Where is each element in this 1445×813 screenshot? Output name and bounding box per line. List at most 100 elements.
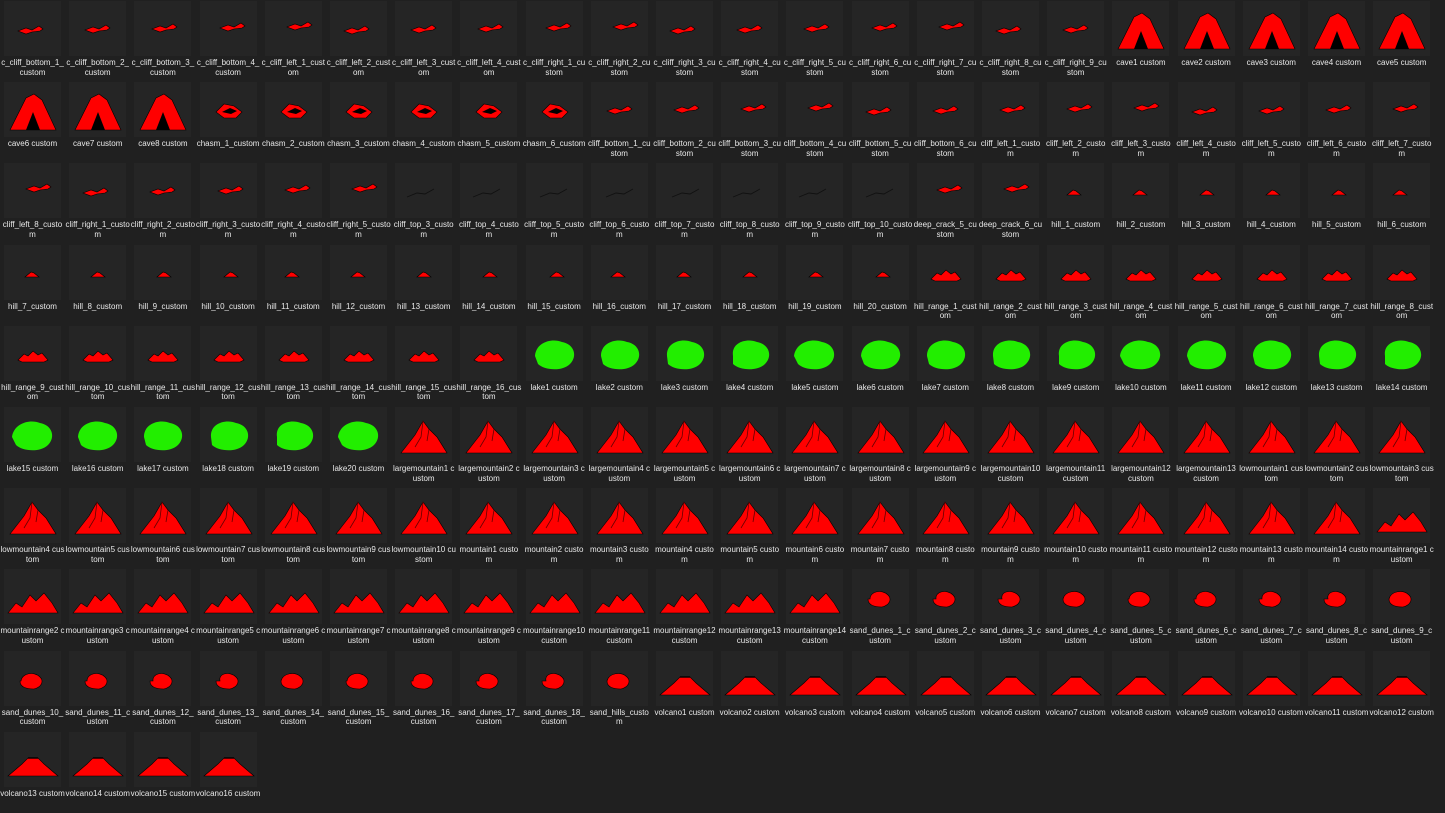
file-tile[interactable]: mountain4 custom <box>652 487 717 568</box>
file-tile[interactable]: c_cliff_right_8_custom <box>978 0 1043 81</box>
file-tile[interactable]: largemountain10 custom <box>978 406 1043 487</box>
file-tile[interactable]: volcano4 custom <box>848 650 913 731</box>
file-tile[interactable]: largemountain13 custom <box>1174 406 1239 487</box>
file-tile[interactable]: cliff_top_4_custom <box>456 162 521 243</box>
file-tile[interactable]: hill_4_custom <box>1239 162 1304 243</box>
file-tile[interactable]: sand_dunes_18_custom <box>522 650 587 731</box>
file-tile[interactable]: cliff_top_3_custom <box>391 162 456 243</box>
file-tile[interactable]: sand_dunes_7_custom <box>1239 568 1304 649</box>
file-tile[interactable]: c_cliff_right_3_custom <box>652 0 717 81</box>
file-tile[interactable]: sand_dunes_2_custom <box>913 568 978 649</box>
file-tile[interactable]: hill_13_custom <box>391 244 456 325</box>
file-tile[interactable]: mountainrange1 custom <box>1369 487 1434 568</box>
file-tile[interactable]: mountain12 custom <box>1174 487 1239 568</box>
file-tile[interactable]: lake18 custom <box>196 406 261 487</box>
file-tile[interactable]: largemountain8 custom <box>848 406 913 487</box>
file-tile[interactable]: c_cliff_right_4_custom <box>717 0 782 81</box>
file-tile[interactable]: cliff_left_5_custom <box>1239 81 1304 162</box>
file-tile[interactable]: mountain9 custom <box>978 487 1043 568</box>
file-tile[interactable]: lowmountain5 custom <box>65 487 130 568</box>
file-tile[interactable]: hill_range_6_custom <box>1239 244 1304 325</box>
file-tile[interactable]: sand_dunes_8_custom <box>1304 568 1369 649</box>
file-tile[interactable]: c_cliff_left_4_custom <box>456 0 521 81</box>
file-tile[interactable]: volcano2 custom <box>717 650 782 731</box>
file-tile[interactable]: sand_dunes_11_custom <box>65 650 130 731</box>
file-tile[interactable]: sand_dunes_9_custom <box>1369 568 1434 649</box>
file-tile[interactable]: largemountain4 custom <box>587 406 652 487</box>
file-tile[interactable]: lake10 custom <box>1108 325 1173 406</box>
file-tile[interactable]: mountainrange3 custom <box>65 568 130 649</box>
file-tile[interactable]: lowmountain6 custom <box>130 487 195 568</box>
file-tile[interactable]: sand_dunes_6_custom <box>1174 568 1239 649</box>
file-tile[interactable]: largemountain6 custom <box>717 406 782 487</box>
file-tile[interactable]: lowmountain4 custom <box>0 487 65 568</box>
file-tile[interactable]: mountain13 custom <box>1239 487 1304 568</box>
file-tile[interactable]: cave4 custom <box>1304 0 1369 81</box>
file-tile[interactable]: lake14 custom <box>1369 325 1434 406</box>
file-tile[interactable]: c_cliff_right_2_custom <box>587 0 652 81</box>
file-tile[interactable]: hill_range_8_custom <box>1369 244 1434 325</box>
file-tile[interactable]: c_cliff_right_1_custom <box>522 0 587 81</box>
file-tile[interactable]: hill_range_7_custom <box>1304 244 1369 325</box>
file-tile[interactable]: hill_15_custom <box>522 244 587 325</box>
file-tile[interactable]: lake19 custom <box>261 406 326 487</box>
file-tile[interactable]: sand_dunes_5_custom <box>1108 568 1173 649</box>
file-tile[interactable]: c_cliff_right_9_custom <box>1043 0 1108 81</box>
file-tile[interactable]: mountainrange14 custom <box>782 568 847 649</box>
file-tile[interactable]: mountainrange5 custom <box>196 568 261 649</box>
file-tile[interactable]: cliff_right_5_custom <box>326 162 391 243</box>
file-tile[interactable]: hill_9_custom <box>130 244 195 325</box>
file-tile[interactable]: hill_16_custom <box>587 244 652 325</box>
file-tile[interactable]: hill_1_custom <box>1043 162 1108 243</box>
file-tile[interactable]: hill_range_3_custom <box>1043 244 1108 325</box>
file-tile[interactable]: c_cliff_right_5_custom <box>782 0 847 81</box>
file-tile[interactable]: sand_dunes_17_custom <box>456 650 521 731</box>
file-tile[interactable]: largemountain2 custom <box>456 406 521 487</box>
file-tile[interactable]: lowmountain8 custom <box>261 487 326 568</box>
file-tile[interactable]: cave5 custom <box>1369 0 1434 81</box>
file-tile[interactable]: cliff_left_8_custom <box>0 162 65 243</box>
file-tile[interactable]: lake20 custom <box>326 406 391 487</box>
file-tile[interactable]: mountainrange9 custom <box>456 568 521 649</box>
file-tile[interactable]: hill_14_custom <box>456 244 521 325</box>
file-tile[interactable]: mountain10 custom <box>1043 487 1108 568</box>
file-tile[interactable]: sand_dunes_14_custom <box>261 650 326 731</box>
file-tile[interactable]: c_cliff_bottom_3_custom <box>130 0 195 81</box>
file-tile[interactable]: cliff_bottom_1_custom <box>587 81 652 162</box>
file-tile[interactable]: hill_range_13_custom <box>261 325 326 406</box>
file-tile[interactable]: hill_5_custom <box>1304 162 1369 243</box>
file-tile[interactable]: lake7 custom <box>913 325 978 406</box>
file-tile[interactable]: hill_6_custom <box>1369 162 1434 243</box>
file-tile[interactable]: volcano1 custom <box>652 650 717 731</box>
file-tile[interactable]: hill_11_custom <box>261 244 326 325</box>
file-tile[interactable]: volcano14 custom <box>65 731 130 812</box>
file-tile[interactable]: lowmountain3 custom <box>1369 406 1434 487</box>
file-tile[interactable]: largemountain1 custom <box>391 406 456 487</box>
file-tile[interactable]: mountain6 custom <box>782 487 847 568</box>
file-tile[interactable]: hill_7_custom <box>0 244 65 325</box>
file-tile[interactable]: cliff_bottom_4_custom <box>782 81 847 162</box>
file-tile[interactable]: hill_range_12_custom <box>196 325 261 406</box>
file-tile[interactable]: volcano15 custom <box>130 731 195 812</box>
file-tile[interactable]: hill_2_custom <box>1108 162 1173 243</box>
file-tile[interactable]: cliff_top_6_custom <box>587 162 652 243</box>
file-tile[interactable]: hill_19_custom <box>782 244 847 325</box>
file-tile[interactable]: largemountain5 custom <box>652 406 717 487</box>
file-tile[interactable]: chasm_2_custom <box>261 81 326 162</box>
file-tile[interactable]: lake6 custom <box>848 325 913 406</box>
file-tile[interactable]: largemountain11 custom <box>1043 406 1108 487</box>
file-tile[interactable]: hill_range_15_custom <box>391 325 456 406</box>
file-tile[interactable]: volcano7 custom <box>1043 650 1108 731</box>
file-tile[interactable]: cliff_left_7_custom <box>1369 81 1434 162</box>
file-tile[interactable]: hill_range_4_custom <box>1108 244 1173 325</box>
file-tile[interactable]: cliff_left_3_custom <box>1108 81 1173 162</box>
file-tile[interactable]: hill_range_1_custom <box>913 244 978 325</box>
file-tile[interactable]: lake17 custom <box>130 406 195 487</box>
file-tile[interactable]: sand_hills_custom <box>587 650 652 731</box>
file-tile[interactable]: lowmountain2 custom <box>1304 406 1369 487</box>
file-tile[interactable]: cave1 custom <box>1108 0 1173 81</box>
file-tile[interactable]: cliff_left_6_custom <box>1304 81 1369 162</box>
file-tile[interactable]: hill_18_custom <box>717 244 782 325</box>
file-tile[interactable]: mountainrange4 custom <box>130 568 195 649</box>
file-tile[interactable]: mountain7 custom <box>848 487 913 568</box>
